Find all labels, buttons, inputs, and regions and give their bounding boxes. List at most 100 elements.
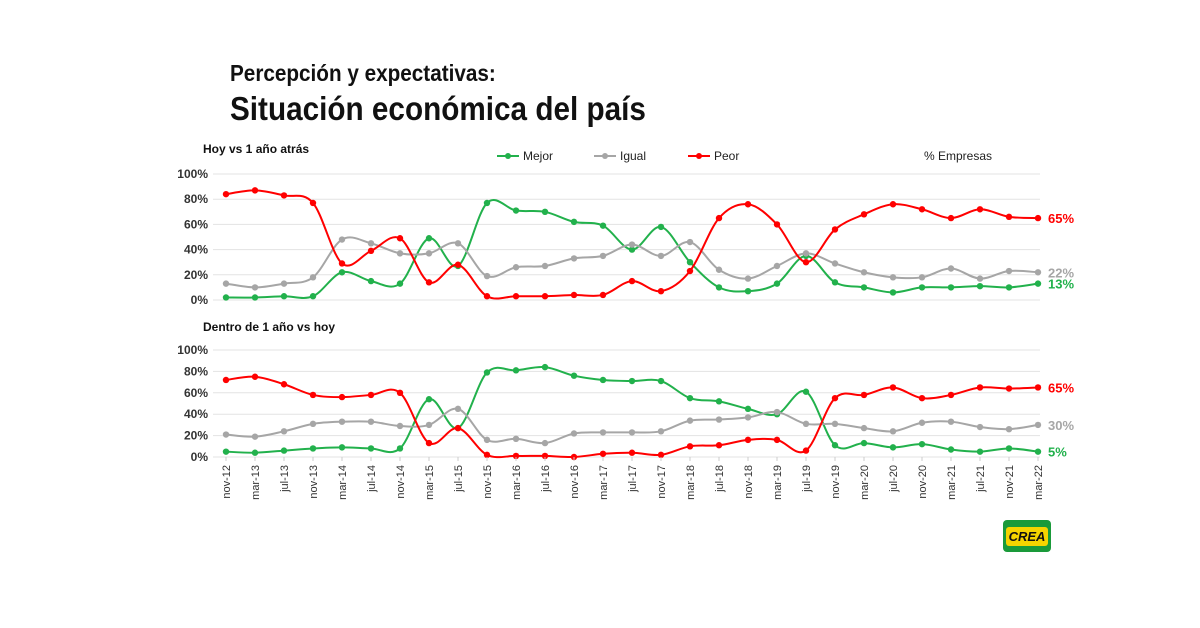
y-tick-label: 100% [177,343,208,357]
data-point-peor [744,201,752,208]
data-point-igual [396,250,404,257]
data-point-mejor [657,223,665,231]
data-point-peor [512,293,520,300]
data-point-igual [512,264,520,271]
data-point-igual [1005,267,1013,275]
data-point-peor [947,391,955,399]
x-tick-label: mar-15 [424,465,436,500]
data-point-igual [222,280,230,287]
data-point-igual [454,240,462,247]
data-point-igual [1034,269,1042,276]
data-point-peor [483,451,491,459]
x-tick-label: mar-17 [598,465,610,500]
data-point-mejor [483,369,491,376]
x-tick-label: jul-17 [627,465,639,493]
data-point-mejor [512,207,520,214]
data-point-peor [686,267,694,275]
data-point-peor [541,293,549,300]
data-point-igual [512,435,520,443]
data-point-igual [918,419,926,426]
data-point-peor [831,226,839,233]
data-point-mejor [802,388,810,395]
data-point-igual [280,280,288,287]
data-point-mejor [309,445,317,452]
data-point-igual [657,428,665,435]
y-tick-label: 40% [184,407,208,421]
data-point-peor [628,449,636,456]
data-point-igual [686,238,694,246]
y-tick-label: 60% [184,217,208,231]
data-point-peor [425,439,433,447]
data-point-igual [802,250,810,257]
end-label-peor: 65% [1048,380,1074,395]
data-point-igual [860,269,868,276]
data-point-mejor [338,444,346,451]
data-point-igual [570,255,578,262]
data-point-peor [715,214,723,222]
x-tick-label: nov-19 [830,465,842,499]
data-point-peor [222,376,230,384]
x-tick-label: jul-16 [540,465,552,493]
data-point-mejor [628,377,636,385]
data-point-mejor [1005,445,1013,452]
data-point-mejor [222,448,230,455]
data-point-igual [802,420,810,428]
data-point-mejor [396,280,404,287]
data-point-mejor [744,287,752,295]
data-point-peor [454,261,462,268]
x-tick-label: nov-13 [308,465,320,499]
data-point-igual [831,260,839,267]
data-point-igual [715,416,723,423]
data-point-mejor [541,363,549,371]
chart-subtitle: Percepción y expectativas: [230,60,496,86]
data-point-mejor [773,280,781,287]
data-point-mejor [599,222,607,229]
x-tick-label: jul-13 [279,465,291,493]
data-point-peor [1005,385,1013,392]
data-point-peor [657,451,665,459]
data-point-peor [831,394,839,402]
data-point-igual [831,420,839,428]
data-point-peor [889,201,897,208]
data-point-peor [309,391,317,399]
data-point-peor [396,389,404,396]
data-point-igual [773,262,781,270]
data-point-igual [744,275,752,282]
data-point-peor [367,247,375,255]
legend-label-mejor: Mejor [523,149,553,163]
data-point-peor [773,221,781,228]
x-tick-label: jul-19 [801,465,813,493]
data-point-igual [599,429,607,436]
panel-title: Dentro de 1 año vs hoy [203,320,335,334]
data-point-peor [338,260,346,267]
y-tick-label: 20% [184,268,208,282]
data-point-igual [686,417,694,424]
data-point-igual [1005,425,1013,433]
x-tick-label: mar-13 [250,465,262,500]
data-point-mejor [222,294,230,301]
data-point-igual [367,418,375,425]
data-point-igual [222,431,230,438]
data-point-igual [860,424,868,432]
data-point-igual [918,274,926,281]
data-point-peor [918,206,926,213]
data-point-igual [976,423,984,431]
data-point-peor [860,391,868,399]
data-point-mejor [280,293,288,300]
end-label-mejor: 13% [1048,277,1074,292]
data-point-igual [889,428,897,435]
data-point-mejor [918,440,926,448]
data-point-igual [889,274,897,281]
data-point-peor [860,211,868,218]
data-point-mejor [512,367,520,374]
data-point-mejor [657,377,665,385]
data-point-igual [251,284,259,291]
legend-label-peor: Peor [714,149,739,163]
data-point-igual [947,265,955,272]
data-point-igual [628,241,636,248]
data-point-peor [628,277,636,285]
data-point-mejor [251,294,259,301]
data-point-peor [425,279,433,286]
data-point-mejor [1034,280,1042,287]
data-point-peor [280,381,288,388]
